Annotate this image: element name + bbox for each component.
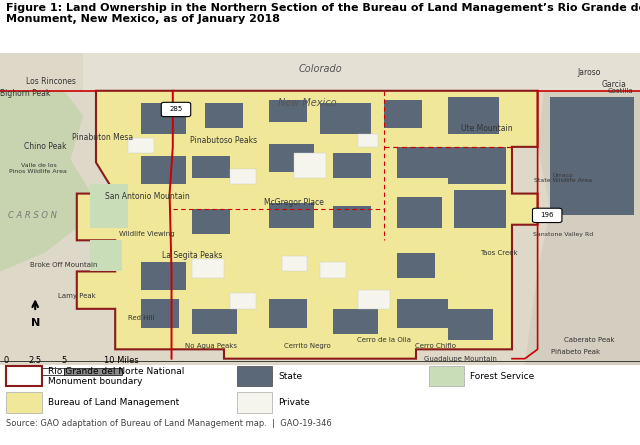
Polygon shape — [525, 91, 640, 365]
Bar — [6, 392, 42, 413]
Text: San Antonio Mountain: San Antonio Mountain — [105, 192, 189, 201]
Text: Piñabeto Peak: Piñabeto Peak — [552, 349, 600, 356]
Text: Figure 1: Land Ownership in the Northern Section of the Bureau of Land Managemen: Figure 1: Land Ownership in the Northern… — [6, 3, 640, 24]
Text: Jaroso: Jaroso — [577, 68, 600, 77]
Text: Bighorn Peak: Bighorn Peak — [1, 89, 51, 98]
Text: Red Hill: Red Hill — [127, 315, 154, 321]
Text: 0: 0 — [4, 356, 9, 365]
Bar — [429, 366, 464, 386]
Text: La Segita Peaks: La Segita Peaks — [162, 251, 222, 260]
Bar — [333, 206, 371, 228]
Polygon shape — [0, 91, 90, 271]
Bar — [141, 103, 186, 134]
Bar — [282, 256, 307, 271]
Bar — [397, 299, 448, 328]
Bar — [141, 299, 179, 328]
Text: Private: Private — [278, 398, 310, 407]
FancyBboxPatch shape — [532, 208, 562, 222]
Polygon shape — [77, 91, 538, 359]
Text: Taos Creek: Taos Creek — [481, 250, 518, 256]
Bar — [397, 197, 442, 228]
Text: Pinabuton Mesa: Pinabuton Mesa — [72, 133, 133, 142]
Text: Costilla: Costilla — [608, 88, 634, 94]
Bar — [269, 100, 307, 122]
Text: Broke Off Mountain: Broke Off Mountain — [30, 262, 98, 268]
Text: Cerro Chiflo: Cerro Chiflo — [415, 343, 456, 349]
Text: C A R S O N: C A R S O N — [8, 211, 56, 220]
Text: Cerrito Negro: Cerrito Negro — [284, 343, 331, 349]
Polygon shape — [550, 97, 634, 215]
Bar — [35, 368, 64, 375]
Text: Forest Service: Forest Service — [470, 372, 534, 381]
Polygon shape — [0, 53, 640, 365]
Text: 2.5: 2.5 — [29, 356, 42, 365]
Bar — [192, 309, 237, 334]
Polygon shape — [83, 53, 640, 91]
Text: Guadalupe Mountain: Guadalupe Mountain — [424, 356, 497, 362]
Text: Rio Grande del Norte National
Monument boundary: Rio Grande del Norte National Monument b… — [48, 367, 184, 386]
Bar — [237, 392, 272, 413]
Bar — [448, 309, 493, 340]
Bar — [269, 299, 307, 328]
Bar — [333, 153, 371, 178]
Text: Caberato Peak: Caberato Peak — [564, 337, 614, 343]
Bar — [358, 134, 378, 147]
Text: 5: 5 — [61, 356, 67, 365]
Bar — [397, 147, 448, 178]
Bar — [269, 203, 314, 228]
Bar — [397, 253, 435, 278]
Bar — [237, 366, 272, 386]
Bar — [384, 100, 422, 128]
Bar — [141, 156, 186, 184]
Bar — [90, 184, 128, 228]
Text: Bureau of Land Management: Bureau of Land Management — [48, 398, 179, 407]
Bar — [320, 262, 346, 278]
Text: Valle de los
Pinos Wildlife Area: Valle de los Pinos Wildlife Area — [10, 163, 67, 174]
FancyBboxPatch shape — [161, 102, 191, 117]
Text: Cerro de la Olla: Cerro de la Olla — [357, 337, 411, 343]
Text: Garcia: Garcia — [602, 80, 627, 89]
Text: Pinabutoso Peaks: Pinabutoso Peaks — [191, 136, 257, 145]
Bar — [141, 262, 186, 290]
Bar — [294, 153, 326, 178]
Bar — [6, 366, 42, 386]
Bar — [230, 169, 256, 184]
Text: Los Rincones: Los Rincones — [26, 77, 76, 86]
Text: Source: GAO adaptation of Bureau of Land Management map.  |  GAO-19-346: Source: GAO adaptation of Bureau of Land… — [6, 418, 332, 428]
Bar — [6, 368, 35, 375]
Bar — [320, 103, 371, 134]
Bar — [192, 259, 224, 278]
Text: New Mexico: New Mexico — [278, 98, 337, 108]
Text: Lamy Peak: Lamy Peak — [58, 293, 95, 299]
Bar — [128, 138, 154, 153]
Text: N: N — [31, 318, 40, 328]
Bar — [448, 147, 506, 184]
Text: Colorado: Colorado — [298, 64, 342, 74]
Bar — [192, 209, 230, 234]
Bar — [205, 103, 243, 128]
Text: No Agua Peaks: No Agua Peaks — [185, 343, 237, 349]
Text: McGregor Place: McGregor Place — [264, 198, 324, 207]
Bar — [192, 156, 230, 178]
Bar — [454, 190, 506, 228]
Text: Chino Peak: Chino Peak — [24, 142, 66, 151]
Bar — [64, 368, 122, 375]
Bar — [333, 309, 378, 334]
Bar — [358, 290, 390, 309]
Text: 196: 196 — [540, 212, 554, 218]
Text: 10 Miles: 10 Miles — [104, 356, 139, 365]
Bar — [90, 240, 122, 271]
Bar — [269, 144, 314, 172]
Text: 285: 285 — [170, 106, 182, 113]
Bar — [230, 293, 256, 309]
Text: Wildlife Viewing: Wildlife Viewing — [120, 231, 175, 237]
Text: State: State — [278, 372, 303, 381]
Text: Sanstone Valley Rd: Sanstone Valley Rd — [533, 231, 593, 237]
Text: Ute Mountain: Ute Mountain — [461, 124, 512, 133]
Bar — [448, 97, 499, 134]
Text: Urraco
State Wildlife Area: Urraco State Wildlife Area — [534, 173, 592, 183]
